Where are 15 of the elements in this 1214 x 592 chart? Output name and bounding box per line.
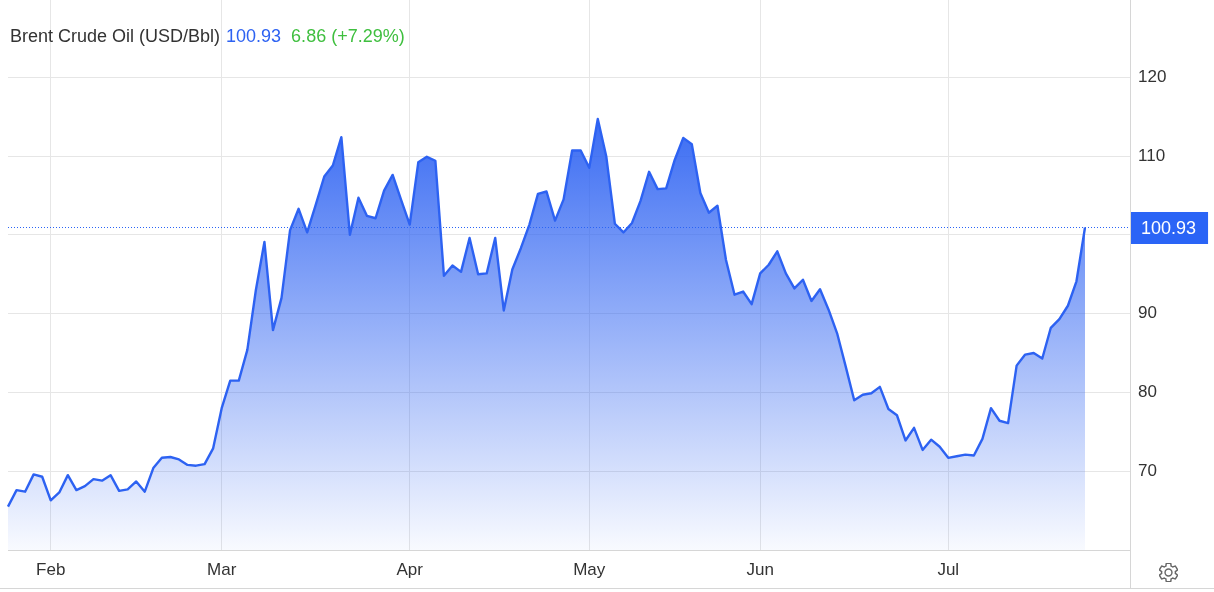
y-tick-label: 110 [1138,145,1166,165]
x-tick-label: Jun [746,559,774,579]
y-tick-label: 80 [1138,382,1157,402]
y-tick-label: 70 [1138,460,1157,480]
x-tick-label: Feb [36,559,66,579]
x-tick-label: Apr [396,559,424,579]
x-tick-label: Jul [937,559,960,579]
annotation: 6.86 (+7.29%) [291,26,405,46]
x-tick-label: May [573,559,606,579]
ref-line-label: 100.93 [1141,217,1197,238]
y-tick-label: 90 [1138,303,1157,323]
text: Brent Crude Oil (USD/Bbl) [10,26,221,46]
y-tick-label: 120 [1138,66,1167,86]
annotation: 100.93 [226,26,282,46]
x-tick-label: Mar [207,559,237,579]
